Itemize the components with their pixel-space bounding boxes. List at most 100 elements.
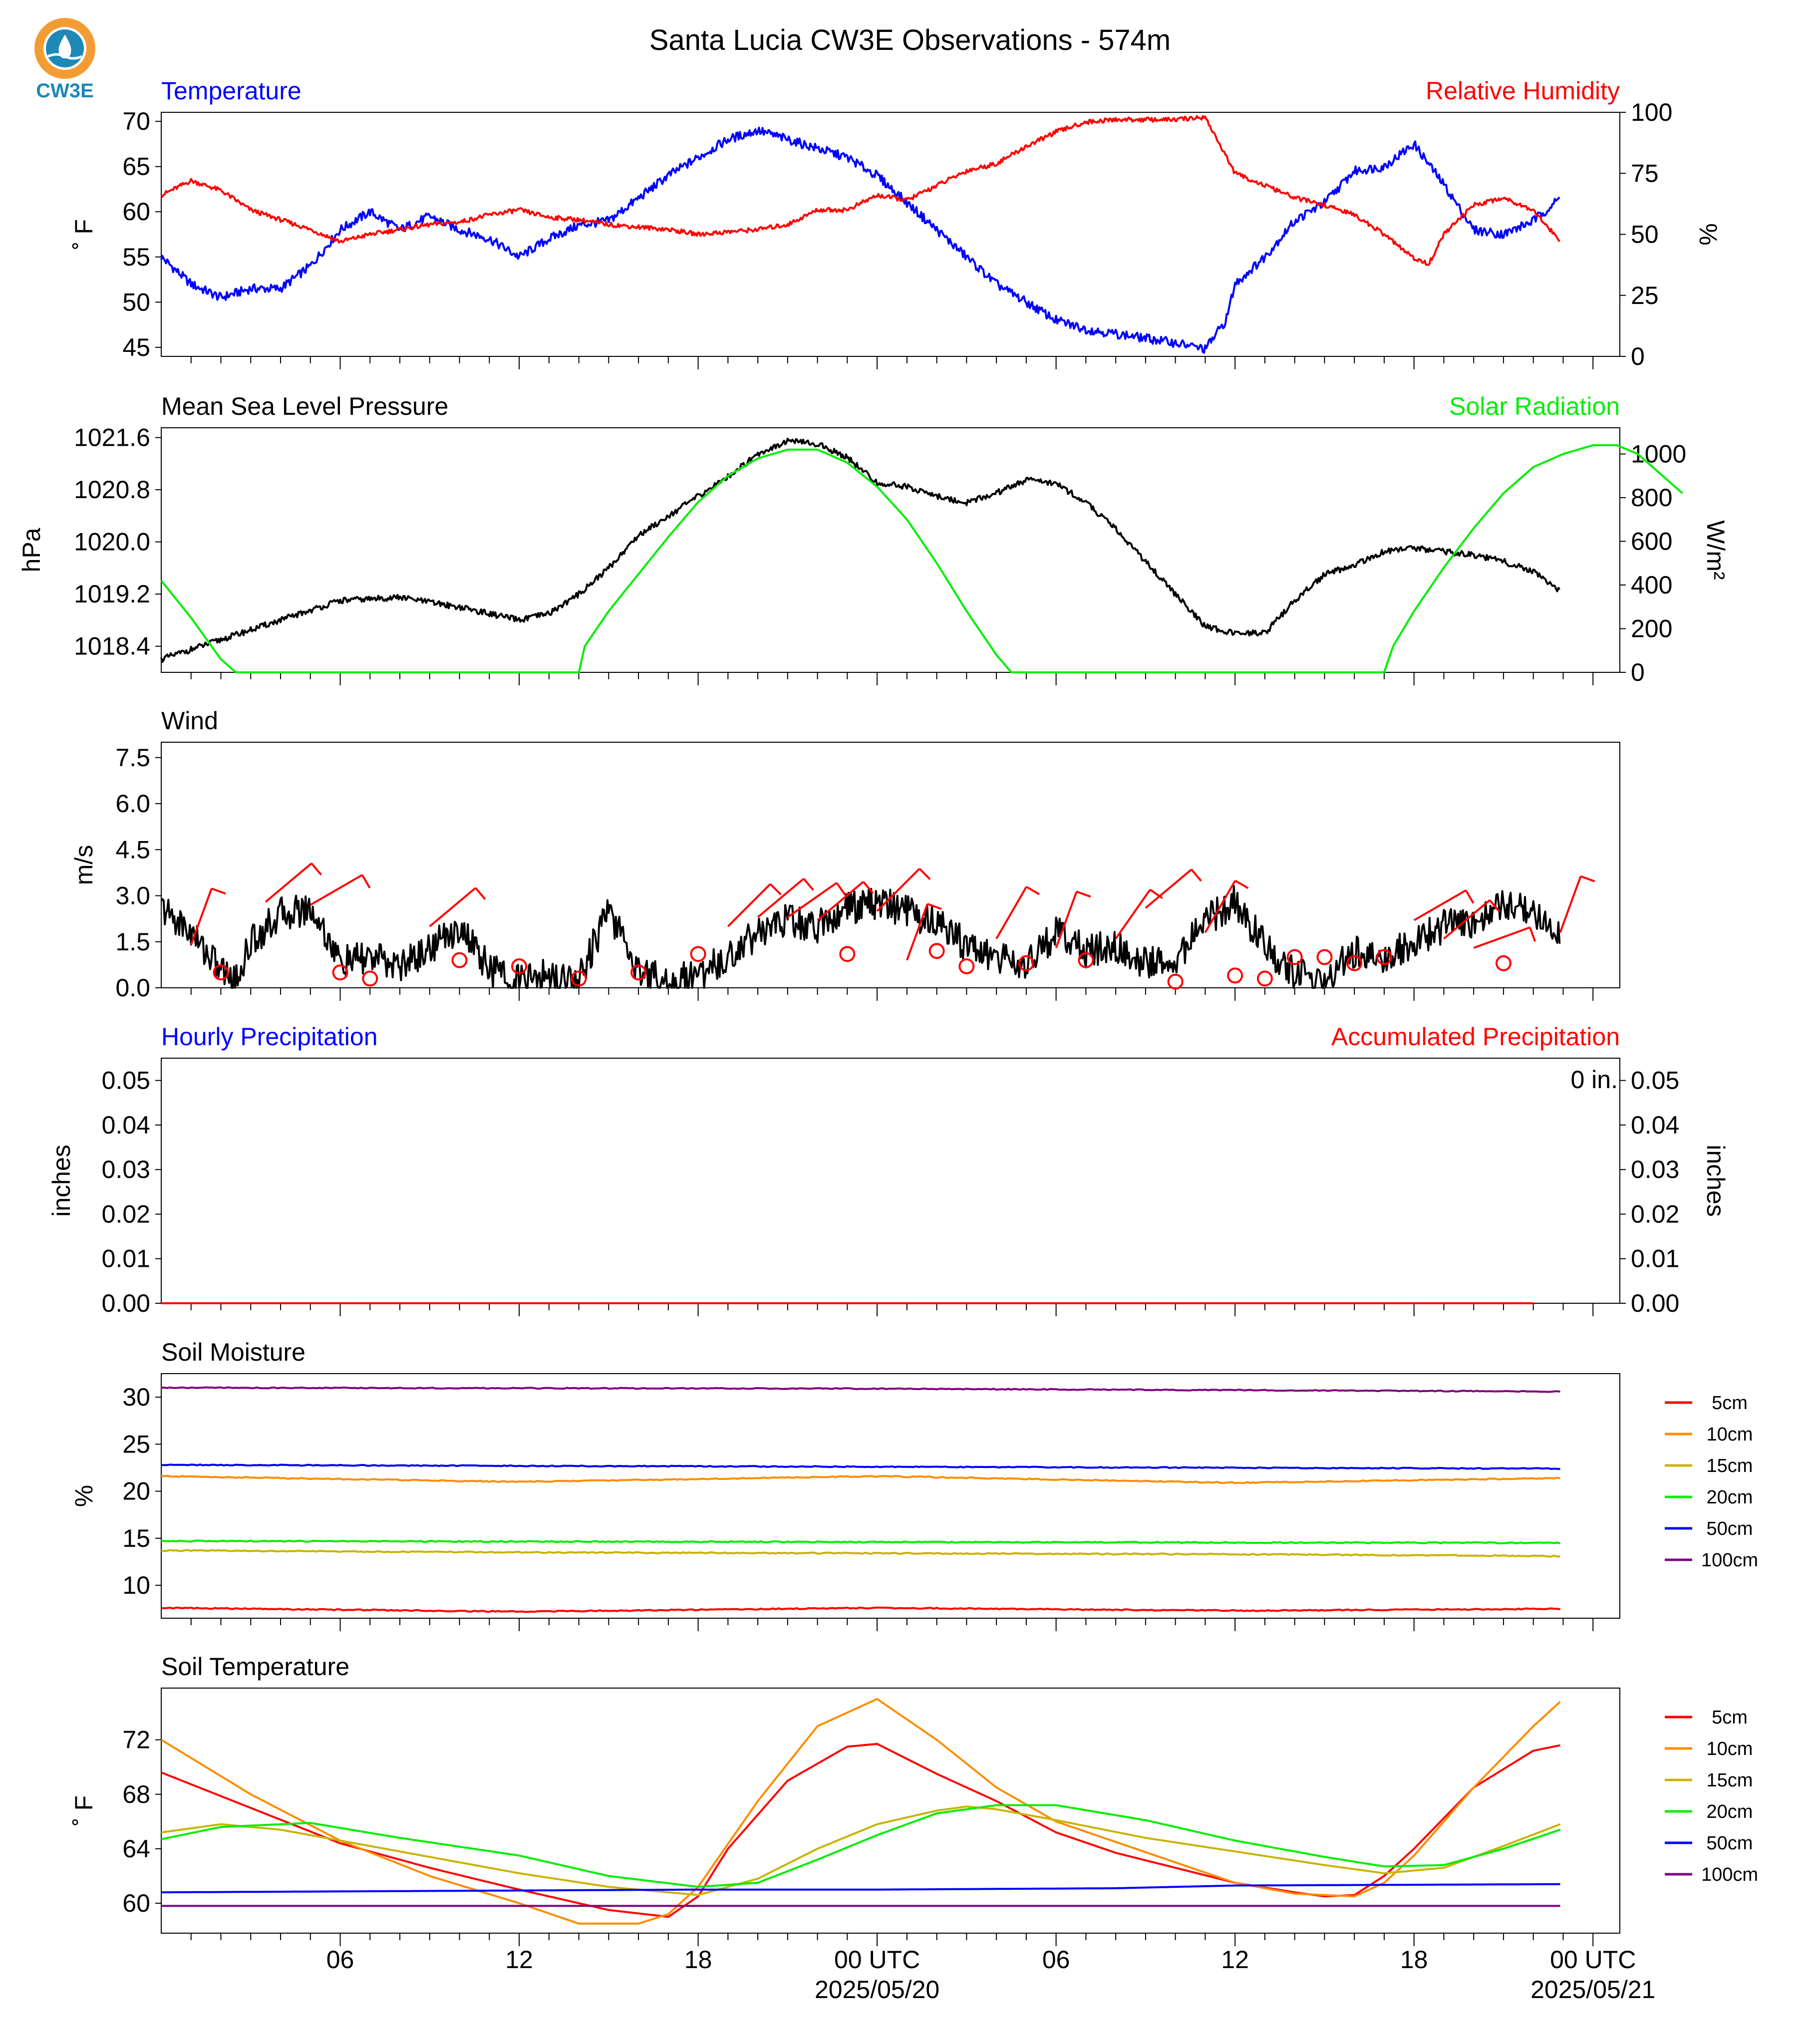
y-tick-label-left: 30: [122, 1383, 150, 1411]
x-tick-label: 00 UTC: [1550, 1946, 1636, 1974]
wind-barb-flag: [1026, 885, 1040, 895]
accumulated-precip-total: 0 in.: [1570, 1066, 1618, 1094]
wind-barb-calm: [1346, 955, 1363, 971]
logo-text: CW3E: [36, 80, 94, 102]
wind-barb-staff: [1443, 899, 1491, 940]
y-tick-label-left: 60: [122, 198, 150, 226]
legend: 5cm 10cm 15cm 20cm 50cm 100cm: [1665, 1707, 1758, 1885]
y-tick-label-left: 20: [122, 1477, 150, 1505]
wind-barb-staff: [787, 882, 838, 918]
y-axis-label-right: %: [1694, 223, 1722, 245]
wind-barb-calm: [1167, 973, 1184, 990]
y-tick-label-right: 200: [1631, 615, 1672, 643]
wind-barb-staff: [906, 903, 928, 961]
logo-drop-icon: [58, 34, 71, 58]
panel-title-left: Wind: [161, 707, 218, 735]
series-line-5cm: [161, 1606, 1560, 1613]
wind-barb-flag: [803, 878, 814, 891]
wind-barb-calm: [1078, 952, 1094, 968]
legend: 5cm 10cm 15cm 20cm 50cm 100cm: [1665, 1393, 1758, 1571]
y-tick-label-right: 100: [1631, 98, 1672, 126]
y-tick-label-right: 0: [1631, 342, 1645, 370]
y-tick-label-right: 600: [1631, 528, 1672, 556]
series-line-10cm: [160, 1698, 1561, 1925]
y-tick-label-left: 1.5: [115, 928, 150, 956]
series-line-mean-sea-level-pressure: [160, 437, 1560, 663]
legend-label: 20cm: [1707, 1487, 1753, 1508]
logo-ring: [34, 18, 95, 79]
x-tick-label: 06: [326, 1946, 354, 1974]
wind-barb-calm: [213, 964, 229, 981]
panel-frame: [161, 1373, 1620, 1619]
y-tick-label-left: 60: [122, 1889, 150, 1917]
wind-barb-staff: [1473, 926, 1530, 949]
y-axis-label-left: ˚ F: [70, 219, 98, 250]
panel-title-left: Mean Sea Level Pressure: [161, 392, 448, 420]
y-axis-label-left: ˚ F: [70, 1795, 98, 1826]
y-tick-label-right: 0.05: [1631, 1067, 1679, 1095]
wind-barb-flag: [1191, 869, 1202, 882]
y-tick-label-left: 1019.2: [74, 580, 150, 608]
wind-barb-flag: [361, 874, 371, 888]
wind-barb-staff: [757, 877, 805, 918]
panel-precip: Hourly Precipitation Accumulated Precipit…: [47, 1023, 1730, 1317]
wind-barb-calm: [1256, 970, 1273, 987]
panel-frame: [161, 427, 1620, 673]
wind-barb-staff: [876, 868, 920, 912]
y-tick-label-left: 70: [122, 107, 150, 135]
wind-barb-flag: [310, 863, 322, 875]
y-tick-label-left: 0.04: [102, 1111, 150, 1139]
wind-barb-calm: [1227, 967, 1243, 984]
y-axis-label-left: m/s: [70, 845, 98, 885]
y-tick-label-right: 75: [1631, 159, 1659, 187]
wind-barb-staff: [1055, 891, 1078, 948]
wind-barb-staff: [265, 863, 312, 903]
y-tick-label-right: 0.00: [1631, 1289, 1679, 1317]
wind-barb-flag: [1580, 875, 1595, 882]
panel-frame: [161, 1058, 1620, 1304]
wind-barb-calm: [690, 946, 706, 962]
x-tick-label: 12: [1221, 1946, 1249, 1974]
x-tick-label: 18: [1400, 1946, 1428, 1974]
wind-barb-calm: [928, 943, 945, 959]
y-tick-label-left: 0.00: [102, 1289, 150, 1317]
y-tick-label-right: 400: [1631, 571, 1672, 599]
panel-pressure: Mean Sea Level Pressure Solar Radiation 10…: [17, 392, 1730, 686]
y-tick-label-left: 64: [122, 1835, 150, 1863]
y-tick-label-right: 0.02: [1631, 1200, 1679, 1228]
y-axis-label-right: inches: [1702, 1145, 1730, 1217]
wind-barb-staff: [1115, 889, 1151, 939]
panel-title-left: Soil Temperature: [161, 1653, 349, 1681]
wind-barb-flag: [836, 882, 846, 896]
wind-barb-staff: [429, 887, 477, 927]
wind-barb-flag: [1076, 890, 1091, 898]
wind-barb-staff: [1559, 875, 1582, 933]
y-tick-label-left: 10: [122, 1571, 150, 1599]
panel-frame: [161, 742, 1620, 988]
legend-label: 10cm: [1707, 1738, 1753, 1759]
series-line-relative-humidity: [160, 115, 1560, 266]
wind-barb-flag: [1149, 888, 1163, 899]
wind-barb-staff: [727, 883, 771, 927]
legend-label: 100cm: [1701, 1550, 1758, 1571]
logo-wave-icon: [47, 53, 83, 60]
x-tick-label: 12: [505, 1946, 533, 1974]
wind-barb-flag: [862, 881, 874, 894]
y-tick-label-left: 0.0: [115, 974, 150, 1002]
y-tick-label-right: 0.03: [1631, 1156, 1679, 1183]
wind-barb-staff: [309, 874, 363, 906]
wind-barb-calm: [332, 964, 348, 981]
y-tick-label-right: 0: [1631, 658, 1645, 686]
panel-title-right: Relative Humidity: [1426, 77, 1620, 105]
series-line-50cm: [161, 1463, 1560, 1470]
y-tick-label-right: 25: [1631, 282, 1659, 309]
y-tick-label-left: 55: [122, 243, 150, 271]
wind-barb-calm: [571, 970, 587, 987]
wind-barb-staff: [190, 888, 213, 945]
y-axis-label-right: W/m²: [1702, 520, 1730, 579]
y-axis-label-left: inches: [47, 1145, 75, 1217]
series-line-temperature: [160, 126, 1560, 354]
wind-barb-calm: [511, 958, 528, 974]
wind-barb-flag: [769, 883, 782, 895]
wind-barb-staff: [1204, 880, 1236, 933]
